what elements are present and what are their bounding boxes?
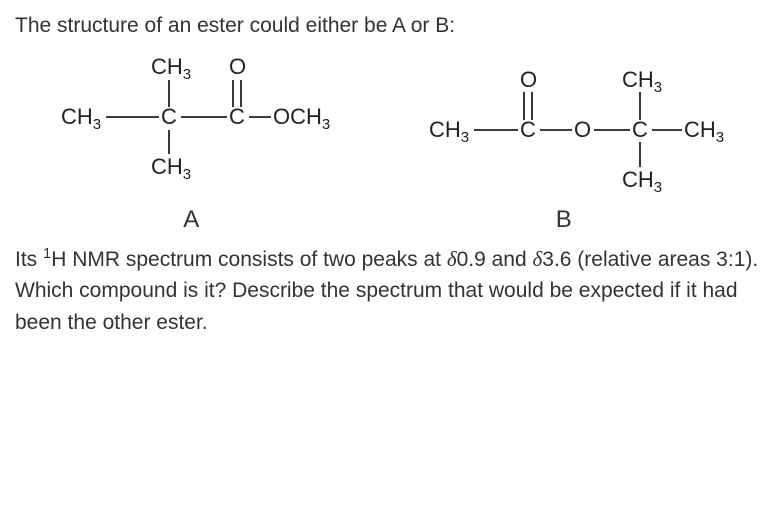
b-ch3-left: CH3 xyxy=(429,117,469,146)
followup-p1: Its xyxy=(15,248,43,271)
b-o-double: O xyxy=(520,67,537,92)
followup-p3: 0.9 and xyxy=(457,248,533,271)
b-ch3-bottom: CH3 xyxy=(622,167,662,196)
intro-text: The structure of an ester could either b… xyxy=(15,10,760,42)
a-ch3-left: CH3 xyxy=(61,104,101,133)
b-c2: C xyxy=(632,117,648,142)
b-ch3-right: CH3 xyxy=(684,117,724,146)
structures-container: CH3 O CH3 C C OCH3 CH3 xyxy=(15,52,760,238)
structure-a-svg: CH3 O CH3 C C OCH3 CH3 xyxy=(41,52,341,197)
sup-1: 1 xyxy=(43,246,51,262)
a-o-double: O xyxy=(229,54,246,79)
delta2: δ xyxy=(533,247,543,271)
structure-a: CH3 O CH3 C C OCH3 CH3 xyxy=(41,52,341,238)
b-ch3-top: CH3 xyxy=(622,67,662,96)
structure-b-svg: O CH3 CH3 C O C CH3 xyxy=(394,52,734,197)
followup-p2: H NMR spectrum consists of two peaks at xyxy=(51,248,447,271)
a-och3: OCH3 xyxy=(273,104,330,133)
delta1: δ xyxy=(447,247,457,271)
b-o-single: O xyxy=(574,117,591,142)
structure-b: O CH3 CH3 C O C CH3 xyxy=(394,52,734,238)
a-ch3-top: CH3 xyxy=(151,54,191,83)
a-c1: C xyxy=(161,104,177,129)
a-c2: C xyxy=(229,104,245,129)
structure-a-label: A xyxy=(41,202,341,238)
structure-b-label: B xyxy=(394,202,734,238)
followup-text: Its 1H NMR spectrum consists of two peak… xyxy=(15,243,760,339)
a-ch3-bottom: CH3 xyxy=(151,154,191,183)
b-c1: C xyxy=(520,117,536,142)
